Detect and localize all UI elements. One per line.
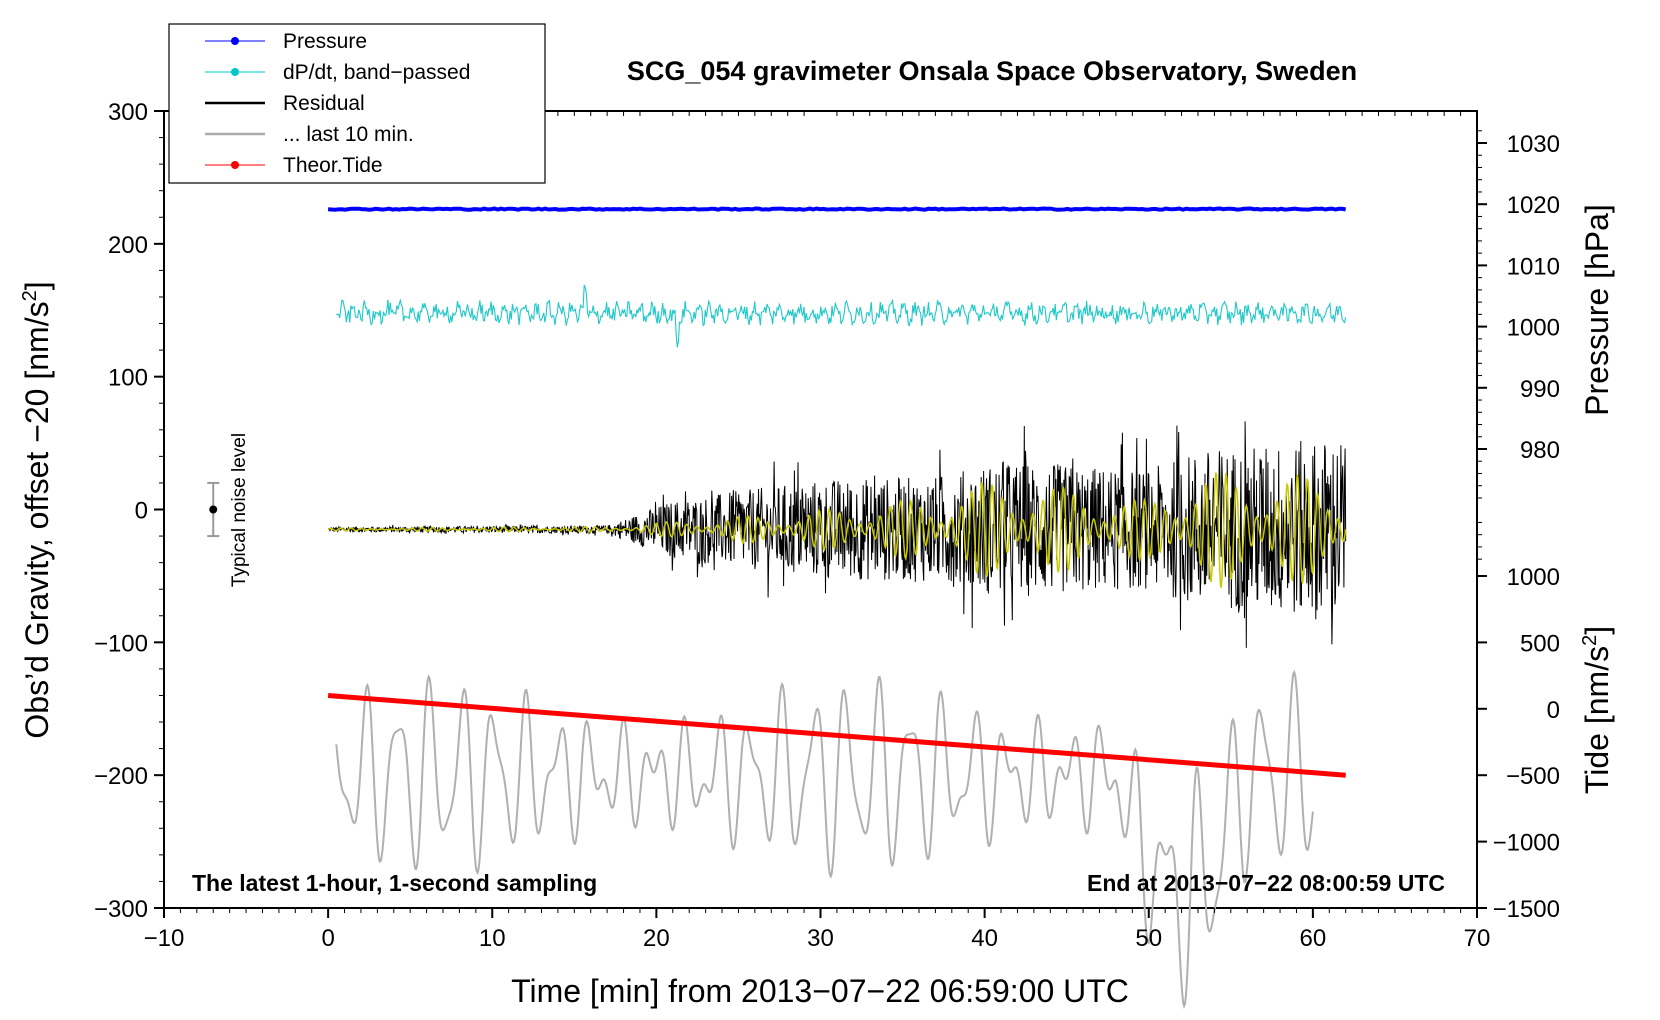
series-theor-tide-line [327, 693, 1346, 778]
bottom-right-note: End at 2013−07−22 08:00:59 UTC [1087, 870, 1445, 896]
x-tick-label: 0 [321, 925, 334, 952]
tide-tick-label: −500 [1506, 763, 1560, 790]
x-tick-label: 10 [479, 925, 506, 952]
x-tick-label: 50 [1135, 925, 1162, 952]
y-tick-label: 0 [135, 498, 148, 525]
y-tick-label: −200 [94, 763, 148, 790]
tide-tick-label: 500 [1520, 630, 1560, 657]
noise-level-indicator [207, 481, 220, 538]
legend-marker-0 [231, 37, 239, 45]
y-axis-title-gravity: Obs’d Gravity, offset −20 [nm/s2] [19, 281, 55, 738]
noise-point [209, 505, 218, 514]
series-layer [327, 206, 1347, 1010]
tide-tick-label: 1000 [1507, 564, 1560, 591]
pressure-tick-label: 1010 [1507, 253, 1560, 280]
legend-marker-1 [231, 68, 239, 76]
series-last-10-min-line [335, 669, 1314, 1010]
y-tick-label: 300 [108, 99, 148, 126]
axes-layer: −10 0 10 20 30 40 50 60 70−300−200−1000100200300… [94, 99, 1560, 952]
legend: Pressure dP/dt, band−passed Residual ... la… [168, 23, 546, 184]
x-tick-label: 40 [971, 925, 998, 952]
legend-marker-4 [231, 161, 239, 169]
chart-title: SCG_054 gravimeter Onsala Space Observat… [627, 56, 1357, 86]
y-tick-label: 100 [108, 365, 148, 392]
legend-label-1: dP/dt, band−passed [283, 61, 470, 84]
tide-tick-label: −1500 [1493, 896, 1560, 923]
series-residual-filtered-line [327, 472, 1347, 588]
y-tick-label: −100 [94, 630, 148, 657]
y-axis-title-pressure: Pressure [hPa] [1579, 204, 1615, 416]
x-tick-label: 30 [807, 925, 834, 952]
x-tick-label: 20 [643, 925, 670, 952]
pressure-tick-label: 1030 [1507, 131, 1560, 158]
x-tick-label: 70 [1464, 925, 1491, 952]
legend-label-3: ... last 10 min. [283, 123, 414, 146]
x-axis-title: Time [min] from 2013−07−22 06:59:00 UTC [511, 973, 1129, 1009]
pressure-tick-label: 1020 [1507, 192, 1560, 219]
pressure-tick-label: 1000 [1507, 315, 1560, 342]
x-tick-label: −10 [144, 925, 185, 952]
legend-label-0: Pressure [283, 30, 367, 53]
y-tick-label: 200 [108, 232, 148, 259]
noise-level-label: Typical noise level [229, 433, 250, 587]
bottom-left-note: The latest 1-hour, 1-second sampling [192, 870, 597, 896]
tide-tick-label: −1000 [1493, 830, 1560, 857]
pressure-tick-label: 980 [1520, 437, 1560, 464]
pressure-tick-label: 990 [1520, 376, 1560, 403]
legend-label-4: Theor.Tide [283, 154, 383, 177]
series-dpdt-line [336, 284, 1347, 348]
y-tick-label: −300 [94, 896, 148, 923]
x-tick-label: 60 [1300, 925, 1327, 952]
tide-tick-label: 0 [1547, 697, 1560, 724]
y-axis-title-tide: Tide [nm/s2] [1579, 626, 1615, 794]
legend-label-2: Residual [283, 92, 365, 115]
series-pressure-line [327, 206, 1347, 212]
